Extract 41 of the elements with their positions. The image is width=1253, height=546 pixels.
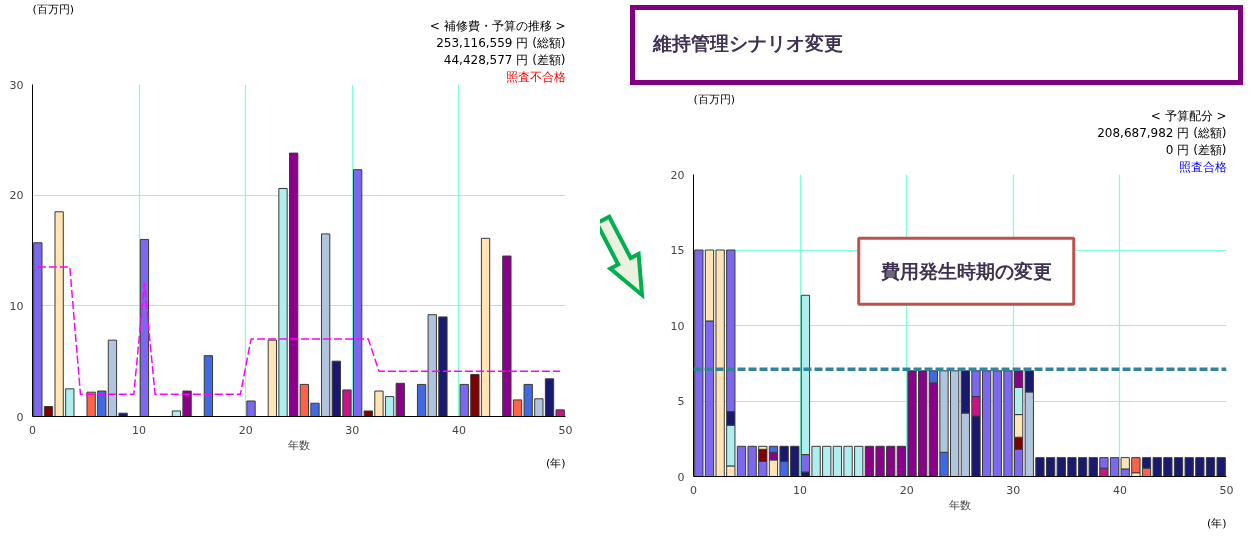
text: (年) [545, 457, 566, 470]
text: 44,428,577 円 (差額) [443, 53, 566, 67]
text: (年) [1206, 517, 1227, 530]
x-tick-label: 30 [345, 423, 360, 437]
y-tick-label: 15 [670, 244, 685, 257]
bar [246, 400, 256, 417]
text: 照査不合格 [505, 70, 566, 84]
x-tick-label: 0 [29, 423, 36, 437]
x-tick-label: 20 [899, 483, 914, 497]
x-axis-title: 年数 [949, 498, 971, 512]
x-tick-label: 10 [793, 483, 808, 497]
y-tick-label: 10 [9, 299, 24, 313]
chart-title: < 予算配分 > [1150, 109, 1227, 123]
bar [139, 238, 150, 417]
y-tick-label: 20 [670, 168, 685, 182]
annotation: 費用発生時期の変更 [879, 260, 1052, 283]
x-tick-label: 50 [1219, 483, 1234, 497]
text: 照査合格 [1178, 160, 1227, 174]
y-tick-label: 10 [670, 319, 685, 333]
y-tick-label: 0 [677, 470, 685, 484]
bar [203, 355, 214, 417]
x-tick-label: 30 [1006, 483, 1021, 497]
x-tick-label: 20 [238, 423, 253, 437]
line-series [37, 266, 561, 396]
x-tick-label: 0 [690, 483, 697, 497]
text: 253,116,559 円 (総額) [436, 36, 566, 50]
y-tick-label: 5 [677, 395, 685, 408]
y-tick-label: 30 [9, 78, 24, 92]
text: 0 円 (差額) [1165, 143, 1227, 157]
x-axis-title: 年数 [288, 438, 310, 452]
y-axis-title: (百万円) [693, 93, 736, 106]
y-axis-title: (百万円) [32, 3, 75, 16]
x-tick-label: 40 [451, 423, 466, 437]
x-tick-label: 50 [558, 423, 573, 437]
text: 維持管理シナリオ変更 [653, 31, 843, 56]
text: 208,687,982 円 (総額) [1097, 126, 1227, 140]
y-tick-label: 0 [16, 410, 24, 424]
x-tick-label: 40 [1112, 483, 1127, 497]
x-tick-label: 10 [132, 423, 147, 437]
chart-title: < 補修費・予算の推移 > [429, 19, 566, 33]
y-tick-label: 20 [9, 189, 24, 203]
